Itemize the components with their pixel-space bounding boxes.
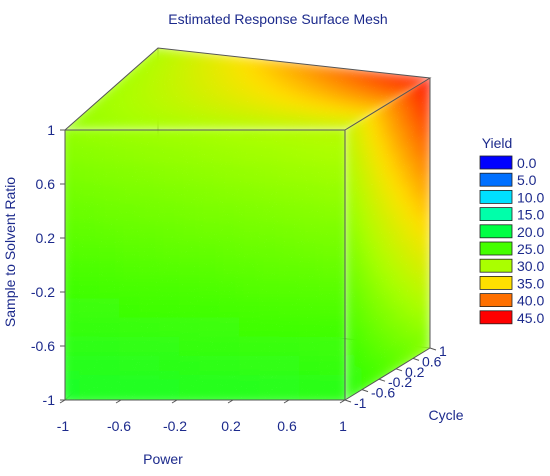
x-tick-label: -0.6 — [107, 418, 131, 434]
legend-label: 40.0 — [517, 293, 544, 309]
legend-swatch — [479, 155, 513, 170]
x-tick-label: 0.2 — [221, 418, 241, 434]
x-tick-mark — [227, 399, 234, 404]
z-tick-mark — [361, 389, 369, 393]
x-tick-label: 0.6 — [277, 418, 297, 434]
legend-swatch — [479, 189, 513, 204]
legend: Yield 0.05.010.0 15.020.025.030.035.0 40.0… — [479, 135, 544, 326]
top-face — [65, 48, 430, 130]
z-tick-label: 0.6 — [422, 353, 442, 369]
z-tick-mark — [378, 378, 386, 382]
y-tick-label: -1 — [43, 392, 56, 408]
z-tick-label: -1 — [354, 395, 367, 411]
z-axis-ticks: -1-0.6-0.20.20.61 — [344, 343, 447, 411]
y-axis-ticks: -1 -0.6 -0.2 0.2 0.6 1 — [31, 122, 65, 408]
y-axis-label: Sample to Solvent Ratio — [2, 177, 18, 327]
legend-swatch — [479, 241, 513, 256]
z-axis-label: Cycle — [428, 407, 463, 423]
side-face — [345, 78, 430, 400]
x-axis-ticks: -1 -0.6 -0.2 0.2 0.6 1 — [57, 399, 347, 434]
legend-swatch — [479, 275, 513, 290]
legend-label: 0.0 — [517, 155, 537, 171]
front-face — [65, 130, 345, 400]
z-tick-mark — [344, 399, 352, 403]
legend-title: Yield — [482, 135, 513, 151]
legend-label: 45.0 — [517, 310, 544, 326]
y-tick-label: 0.6 — [36, 176, 56, 192]
legend-swatch — [479, 258, 513, 273]
legend-label: 30.0 — [517, 258, 544, 274]
top-face-texture — [65, 48, 430, 130]
legend-label: 15.0 — [517, 207, 544, 223]
z-tick-label: 1 — [439, 343, 447, 359]
legend-swatch — [479, 224, 513, 239]
y-tick-label: 1 — [47, 122, 55, 138]
y-tick-label: -0.6 — [31, 338, 55, 354]
surface-faces — [65, 48, 430, 400]
frame-top-edges — [64, 47, 432, 131]
x-tick-mark — [339, 399, 346, 404]
x-axis-label: Power — [143, 451, 183, 467]
legend-swatch — [479, 310, 513, 325]
legend-label: 25.0 — [517, 241, 544, 257]
z-tick-label: 0.2 — [405, 364, 425, 380]
side-face-texture — [345, 78, 430, 400]
y-tick-label: 0.2 — [36, 230, 56, 246]
x-tick-label: -1 — [57, 418, 70, 434]
z-tick-label: -0.2 — [388, 374, 412, 390]
z-tick-mark — [412, 357, 420, 361]
legend-swatch — [479, 172, 513, 187]
legend-swatch — [479, 293, 513, 308]
legend-label: 5.0 — [517, 172, 537, 188]
legend-label: 35.0 — [517, 275, 544, 291]
legend-swatch — [479, 207, 513, 222]
x-tick-mark — [115, 399, 122, 404]
x-tick-label: -0.2 — [163, 418, 187, 434]
x-tick-label: 1 — [339, 418, 347, 434]
x-tick-mark — [171, 399, 178, 404]
legend-label: 10.0 — [517, 189, 544, 205]
legend-label: 20.0 — [517, 224, 544, 240]
chart-title: Estimated Response Surface Mesh — [168, 11, 387, 27]
legend-items: 0.05.010.0 15.020.025.030.035.0 40.045.0 — [479, 155, 544, 326]
z-tick-mark — [429, 347, 437, 351]
front-face-texture — [65, 130, 345, 400]
x-tick-mark — [283, 399, 290, 404]
z-tick-label: -0.6 — [371, 385, 395, 401]
y-tick-label: -0.2 — [31, 284, 55, 300]
z-tick-mark — [395, 368, 403, 372]
